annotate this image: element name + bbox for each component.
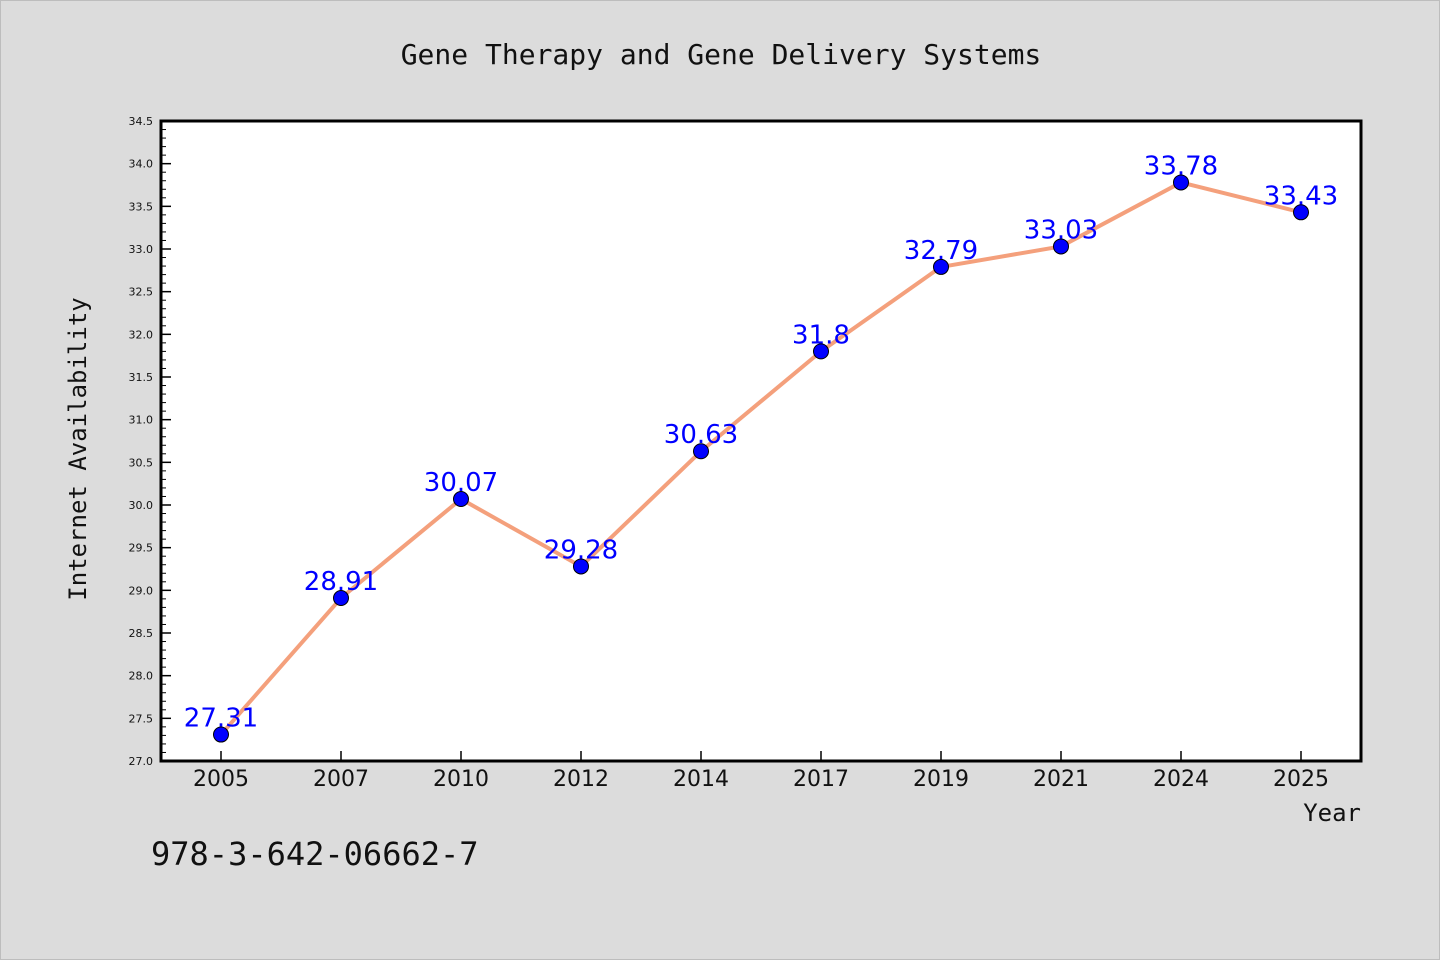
y-tick-label: 33.0 xyxy=(129,243,154,256)
x-tick-label: 2019 xyxy=(913,767,969,792)
data-point[interactable] xyxy=(813,343,829,360)
data-label: 30.63 xyxy=(664,420,738,450)
x-axis-ticks: 2005 2007 2010 2012 2014 2017 2019 2021 2024 2025 xyxy=(193,751,1329,792)
x-axis-label: Year xyxy=(1303,799,1361,827)
y-tick-label: 32.5 xyxy=(129,286,154,299)
x-tick-label: 2012 xyxy=(553,767,609,792)
data-point[interactable] xyxy=(1053,238,1069,255)
plot-area xyxy=(159,119,1363,763)
data-label: 33.03 xyxy=(1024,215,1098,245)
y-tick-label: 31.5 xyxy=(129,371,154,384)
chart-title: Gene Therapy and Gene Delivery Systems xyxy=(401,38,1042,71)
x-tick-label: 2010 xyxy=(433,767,489,792)
data-point[interactable] xyxy=(573,558,589,575)
x-tick-label: 2017 xyxy=(793,767,849,792)
y-tick-label: 32.0 xyxy=(129,328,154,341)
x-tick-label: 2005 xyxy=(193,767,249,792)
x-tick-label: 2021 xyxy=(1033,767,1089,792)
data-point[interactable] xyxy=(1173,174,1189,191)
data-label: 27.31 xyxy=(184,704,258,734)
x-tick-label: 2024 xyxy=(1153,767,1209,792)
data-point[interactable] xyxy=(213,726,229,743)
y-tick-label: 27.5 xyxy=(129,712,154,725)
y-tick-label: 31.0 xyxy=(129,414,154,427)
data-label: 28.91 xyxy=(304,567,378,597)
x-tick-label: 2007 xyxy=(313,767,369,792)
y-tick-label: 28.5 xyxy=(129,627,154,640)
y-tick-label: 34.0 xyxy=(129,158,154,171)
y-tick-label: 27.0 xyxy=(129,755,154,768)
data-label: 31.8 xyxy=(792,320,850,350)
data-point[interactable] xyxy=(933,258,949,275)
y-tick-label: 29.5 xyxy=(129,542,154,555)
data-point[interactable] xyxy=(1293,204,1309,221)
data-label: 32.79 xyxy=(904,236,978,266)
series-line-group xyxy=(219,180,1303,737)
data-label: 30.07 xyxy=(424,468,498,498)
data-label: 29.28 xyxy=(544,535,618,565)
data-markers xyxy=(213,174,1309,743)
x-tick-label: 2014 xyxy=(673,767,729,792)
y-axis-label: Internet Availability xyxy=(64,297,92,600)
isbn-text: 978-3-642-06662-7 xyxy=(151,835,479,873)
data-point[interactable] xyxy=(453,491,469,508)
series-line xyxy=(219,180,1303,737)
data-point[interactable] xyxy=(333,590,349,607)
y-tick-label: 33.5 xyxy=(129,200,154,213)
y-axis-ticks: 27.0 27.5 28.0 28.5 29.0 29.5 30.0 30.5 31.0 31.5… xyxy=(129,115,171,768)
y-tick-label: 29.0 xyxy=(129,584,154,597)
y-tick-label: 34.5 xyxy=(129,115,154,128)
x-tick-label: 2025 xyxy=(1273,767,1329,792)
y-tick-label: 28.0 xyxy=(129,670,154,683)
data-label: 33.78 xyxy=(1144,151,1218,181)
data-label: 33.43 xyxy=(1264,181,1338,211)
y-tick-label: 30.5 xyxy=(129,456,154,469)
data-point[interactable] xyxy=(693,443,709,460)
y-tick-label: 30.0 xyxy=(129,499,154,512)
data-labels: 27.31 28.91 30.07 29.28 30.63 31.8 32.79 33.03 3… xyxy=(184,151,1338,733)
